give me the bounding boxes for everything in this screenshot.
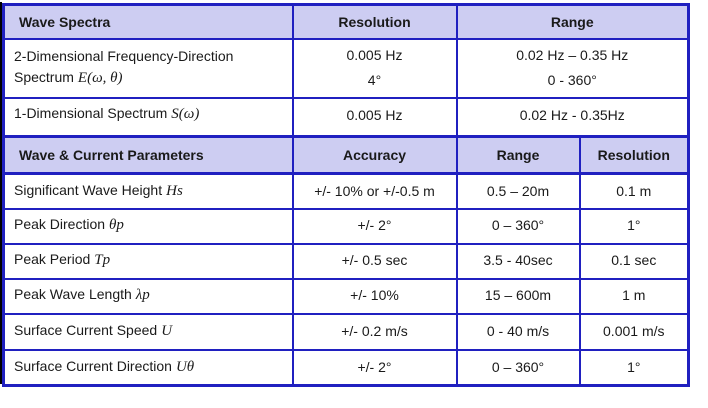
row-label-symbol: Tp [94,252,111,269]
table-row: Peak Wave Length λp +/- 10% 15 – 600m 1 m [2,277,690,315]
range-line: 0 - 360° [547,72,597,88]
resolution-value: 0.001 m/s [578,312,690,351]
parameters-header-row: Wave & Current Parameters Accuracy Range… [2,135,690,175]
row-label-symbol: Uθ [175,358,195,375]
row-label: 1-Dimensional Spectrum S(ω) [2,96,294,138]
resolution-value: 1° [578,207,690,245]
range-value: 3.5 - 40sec [455,242,581,280]
spectra-header-row: Wave Spectra Resolution Range [2,3,690,40]
parameters-col-accuracy: Accuracy [291,135,458,175]
range-value: 0.02 Hz - 0.35Hz [455,96,690,138]
resolution-value: 1° [578,348,690,387]
row-label-text: Peak Direction [14,216,106,233]
row-label-text: Peak Wave Length [14,286,132,303]
row-label: Peak Wave Length λp [2,277,294,315]
resolution-value: 0.005 Hz [291,96,458,138]
range-line: 0.02 Hz – 0.35 Hz [516,46,629,63]
table-row: 2-Dimensional Frequency-Direction Spectr… [2,37,690,99]
range-value: 0.02 Hz – 0.35 Hz 0 - 360° [455,37,690,99]
table-row: Peak Period Tp +/- 0.5 sec 3.5 - 40sec 0.… [2,242,690,280]
row-label: Significant Wave Height Hs [2,172,294,210]
parameters-col-range: Range [455,135,581,175]
spectra-col-resolution: Resolution [291,3,458,40]
resolution-value: 1 m [578,277,690,315]
row-label-text: Significant Wave Height [14,181,163,198]
resolution-line: 4° [367,72,382,88]
row-label: Peak Direction θp [2,207,294,245]
table-row: Significant Wave Height Hs +/- 10% or +/-… [2,172,690,210]
parameters-title: Wave & Current Parameters [2,135,294,175]
accuracy-value: +/- 0.2 m/s [291,312,458,351]
resolution-value: 0.005 Hz 4° [291,37,458,99]
range-value: 15 – 600m [455,277,581,315]
range-value: 0 – 360° [455,348,581,387]
row-label-symbol: θp [109,217,124,234]
range-value: 0 – 360° [455,207,581,245]
accuracy-value: +/- 2° [291,348,458,387]
row-label-symbol: U [161,322,173,339]
row-label-symbol: λp [135,287,150,304]
spectra-col-range: Range [455,3,690,40]
row-label: 2-Dimensional Frequency-Direction Spectr… [2,37,294,99]
range-line: 0.02 Hz - 0.35Hz [519,106,625,123]
table-row: Surface Current Speed U +/- 0.2 m/s 0 - 4… [2,312,690,351]
resolution-line: 0.005 Hz [346,106,403,123]
row-label-text: Surface Current Speed [14,321,158,338]
row-label-text: Peak Period [14,251,91,268]
row-label-text: 1-Dimensional Spectrum [14,104,168,121]
row-label: Peak Period Tp [2,242,294,280]
table-row: Peak Direction θp +/- 2° 0 – 360° 1° [2,207,690,245]
resolution-value: 0.1 sec [578,242,690,280]
table-row: Surface Current Direction Uθ +/- 2° 0 – 3… [2,348,690,387]
row-label-symbol: Hs [166,182,183,199]
accuracy-value: +/- 0.5 sec [291,242,458,280]
row-label-symbol: E(ω, θ) [77,70,123,87]
spectra-title: Wave Spectra [2,3,294,40]
range-value: 0 - 40 m/s [455,312,581,351]
table-row: 1-Dimensional Spectrum S(ω) 0.005 Hz 0.02… [2,96,690,138]
row-label: Surface Current Speed U [2,312,294,351]
resolution-value: 0.1 m [578,172,690,210]
accuracy-value: +/- 10% [291,277,458,315]
resolution-line: 0.005 Hz [346,46,403,63]
wave-spectra-table: Wave Spectra Resolution Range 2-Dimensio… [2,3,691,387]
parameters-col-resolution: Resolution [578,135,690,175]
accuracy-value: +/- 10% or +/-0.5 m [291,172,458,210]
accuracy-value: +/- 2° [291,207,458,245]
row-label-text: Surface Current Direction [14,357,172,374]
row-label-text: 2-Dimensional Frequency-Direction Spectr… [14,47,234,86]
range-value: 0.5 – 20m [455,172,581,210]
row-label: Surface Current Direction Uθ [2,348,294,387]
row-label-symbol: S(ω) [171,105,200,122]
left-edge-line [0,2,2,384]
